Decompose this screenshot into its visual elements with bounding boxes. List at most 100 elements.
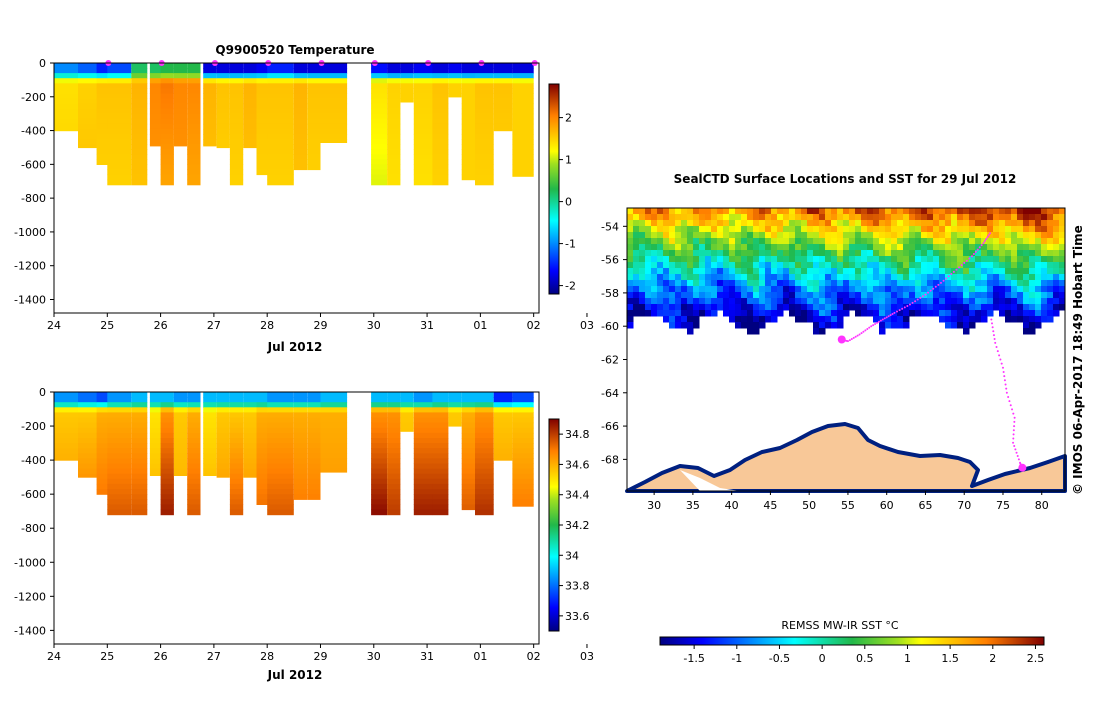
map-x-tick-label: 40 [725,499,739,512]
sst-cell [819,316,826,323]
depth-cell [371,458,388,465]
sst-cell [867,280,874,287]
sst-cell [837,298,844,305]
x-tick-label: 25 [100,319,114,332]
sst-cell [1029,298,1036,305]
depth-cell [400,412,414,419]
sst-cell [1035,262,1042,269]
sst-cell [981,262,988,269]
depth-cell [187,154,201,160]
sst-cell [795,262,802,269]
depth-cell [461,144,475,150]
profile-column [293,392,308,500]
seal-position-marker [1018,463,1027,472]
sst-cell [633,280,640,287]
depth-cell [267,443,294,449]
sst-cell [627,238,634,245]
depth-cell [267,159,294,165]
depth-cell [216,139,230,145]
depth-cell [293,108,308,115]
depth-cell [448,83,462,89]
sst-cell [957,232,964,239]
depth-cell [432,98,449,105]
sst-cell [873,244,880,251]
depth-cell [160,438,174,444]
depth-cell [432,133,449,140]
seal-track-point [934,285,937,288]
sst-cell [885,244,892,251]
profile-column [475,63,494,186]
sst-cell [897,280,904,287]
sst-cell [705,256,712,263]
depth-cell [229,113,244,120]
sst-cell [909,292,916,299]
sst-cell [753,274,760,281]
depth-cell [256,402,270,408]
sst-cell [735,214,742,221]
sst-cell [837,286,844,293]
depth-cell [203,118,217,125]
depth-cell [307,133,321,140]
depth-cell [307,113,321,120]
sst-cell [675,226,682,233]
depth-cell [160,169,174,176]
depth-cell [256,154,270,160]
sst-cell [711,226,718,233]
depth-cell [267,154,294,160]
sst-cell [657,238,664,245]
depth-cell [371,483,388,490]
sst-colorbar-tick-label: 1 [904,652,911,665]
depth-cell [149,402,164,408]
depth-cell [54,108,78,115]
sst-cell [903,298,910,305]
sst-cell [855,262,862,269]
sst-cell [981,214,988,221]
sst-cell [771,208,778,215]
depth-cell [187,149,201,155]
depth-cell [131,438,148,444]
depth-cell [203,113,217,120]
sst-cell [771,244,778,251]
depth-cell [475,448,494,454]
sst-cell [1059,220,1066,227]
sst-cell [861,298,868,305]
sst-cell [645,292,652,299]
sst-cell [735,298,742,305]
sst-cell [645,280,652,287]
depth-cell [307,63,321,69]
sst-cell [879,328,886,335]
sst-cell [675,292,682,299]
sst-cell [675,274,682,281]
depth-cell [512,463,534,470]
sst-cell [927,250,934,257]
sst-cell [1005,268,1012,275]
seal-track-point [846,340,849,343]
profile-column [432,63,449,186]
sst-cell [801,286,808,293]
sst-cell [717,208,724,215]
sst-cell [1005,214,1012,221]
seal-position-marker [837,335,846,344]
sst-cell [921,310,928,317]
depth-cell [307,478,321,485]
depth-cell [267,499,294,505]
depth-cell [187,123,201,130]
depth-cell [256,144,270,150]
sst-cell [897,316,904,323]
sst-cell [771,226,778,233]
sst-cell [801,274,808,281]
sst-cell [1059,304,1066,311]
sst-cell [639,208,646,215]
depth-cell [267,103,294,110]
depth-cell [149,103,164,110]
depth-cell [243,422,257,429]
sst-cell [957,238,964,245]
sst-cell [747,292,754,299]
sst-cell [741,292,748,299]
sst-cell [789,262,796,269]
seal-track-point [983,240,986,243]
depth-cell [461,458,475,465]
sst-cell [861,226,868,233]
depth-cell [267,68,294,74]
sst-cell [783,298,790,305]
